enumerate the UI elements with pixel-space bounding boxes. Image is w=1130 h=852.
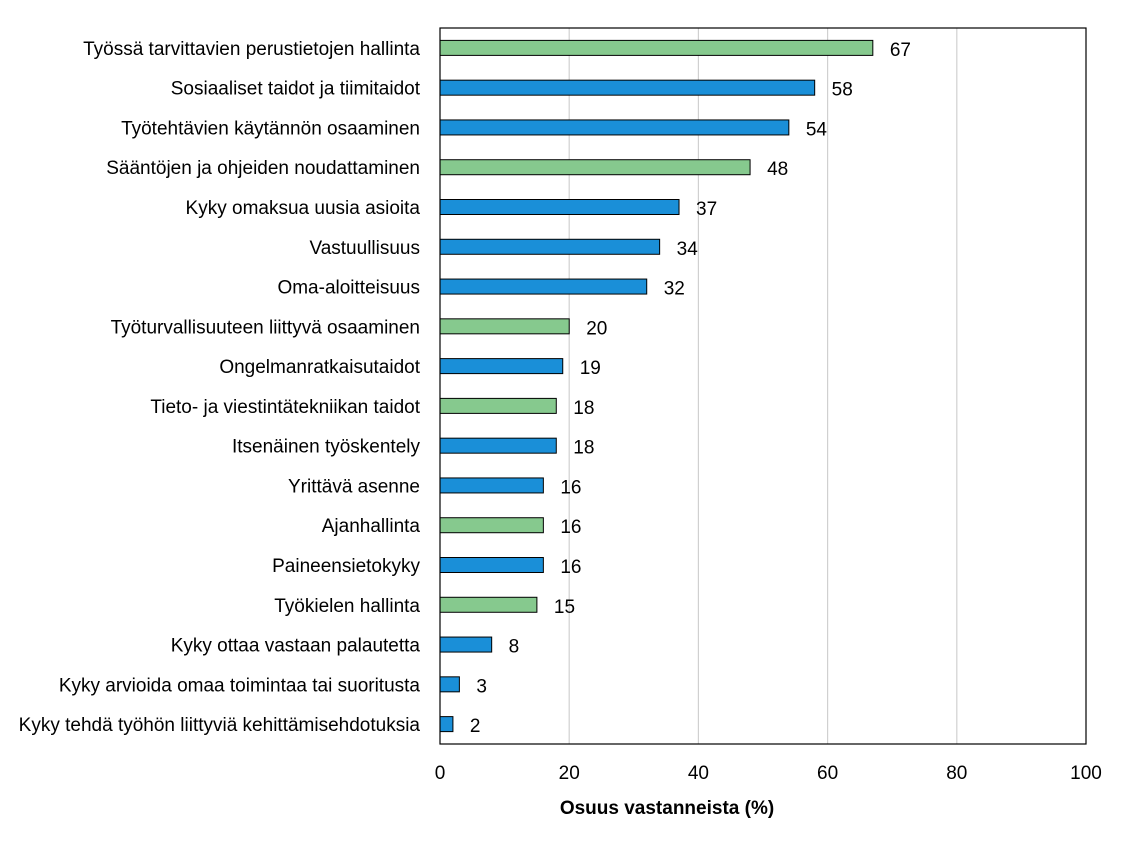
value-label: 2 [470,716,481,737]
value-label: 34 [677,239,699,260]
category-label: Työssä tarvittavien perustietojen hallin… [83,39,420,60]
value-label: 16 [560,477,581,498]
category-label: Työtehtävien käytännön osaaminen [121,118,420,139]
value-label: 32 [664,279,685,300]
bar [439,159,751,176]
value-label: 20 [586,318,607,339]
category-label: Työkielen hallinta [274,596,420,617]
category-label: Sääntöjen ja ohjeiden noudattaminen [106,158,420,179]
x-axis-title: Osuus vastanneista (%) [560,798,774,819]
bar [439,517,544,534]
value-label: 54 [806,119,828,140]
x-tick-label: 100 [1070,763,1102,784]
category-label: Tieto- ja viestintätekniikan taidot [150,397,420,418]
category-label: Itsenäinen työskentely [232,437,421,458]
bar [439,437,557,454]
x-tick-labels: 0 20 40 60 80 100 [435,763,1102,784]
value-label: 18 [573,438,594,459]
bar [439,557,544,573]
bar [439,636,493,653]
category-label: Oma-aloitteisuus [277,278,420,299]
category-label: Työturvallisuuteen liittyvä osaaminen [111,317,420,338]
bar [439,278,648,295]
x-tick-label: 20 [559,763,580,784]
value-label: 48 [767,159,788,180]
category-label: Ajanhallinta [322,516,421,537]
value-label: 3 [476,676,487,697]
category-label: Vastuullisuus [309,238,420,259]
bar [439,397,557,414]
category-label: Kyky ottaa vastaan palautetta [171,636,421,657]
bar [439,39,874,56]
value-label: 37 [696,199,717,220]
x-tick-label: 60 [817,763,838,784]
value-label: 16 [560,517,581,538]
bar [439,79,816,96]
category-label: Yrittävä asenne [288,476,420,497]
value-label: 8 [509,637,520,658]
bar [439,119,790,136]
bar [439,477,544,494]
bar [439,596,538,613]
value-label: 16 [560,557,581,578]
value-label: 19 [580,358,601,379]
x-tick-label: 40 [688,763,709,784]
value-label: 18 [573,398,594,419]
value-label: 15 [554,597,575,618]
value-label: 67 [890,40,911,61]
category-label: Paineensietokyky [272,556,420,577]
bar [439,358,564,375]
category-label: Kyky tehdä työhön liittyviä kehittämiseh… [19,715,421,736]
bar [439,238,661,255]
bar [439,676,460,693]
plot-frame [439,27,1087,745]
bar [439,318,570,335]
category-label: Ongelmanratkaisutaidot [219,357,420,378]
bars [439,39,874,733]
gridlines [568,28,958,744]
bar [439,199,680,215]
category-label: Kyky arvioida omaa toimintaa tai suoritu… [59,675,421,696]
value-label: 58 [832,80,853,101]
category-label: Sosiaaliset taidot ja tiimitaidot [171,79,421,100]
x-tick-label: 0 [435,763,446,784]
bar [439,716,454,733]
category-label: Kyky omaksua uusia asioita [186,198,421,219]
category-labels: Työssä tarvittavien perustietojen hallin… [19,39,421,736]
x-tick-label: 80 [946,763,967,784]
